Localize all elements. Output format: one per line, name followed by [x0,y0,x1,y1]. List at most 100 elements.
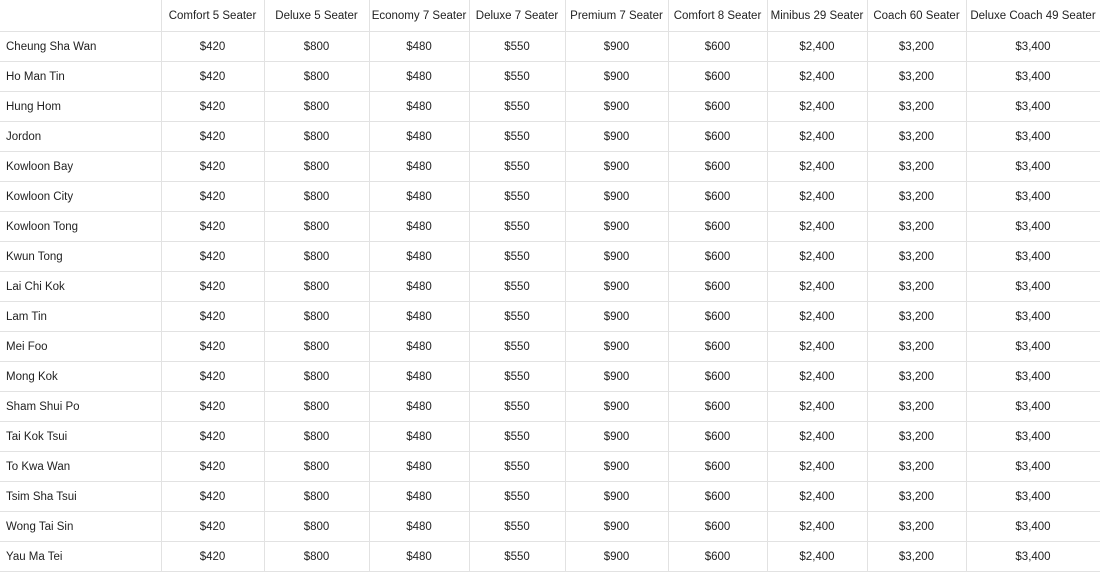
price-cell: $3,400 [965,511,1100,542]
row-name: Mong Kok [0,361,162,392]
row-name: Yau Ma Tei [0,541,162,572]
price-cell: $3,200 [866,121,967,152]
price-cell: $550 [468,511,566,542]
column-header: Premium 7 Seater [564,0,669,32]
price-cell: $3,400 [965,121,1100,152]
row-name: Kowloon Tong [0,211,162,242]
price-cell: $2,400 [766,151,868,182]
price-cell: $480 [368,211,470,242]
price-cell: $2,400 [766,271,868,302]
row-name: Cheung Sha Wan [0,31,162,62]
price-cell: $2,400 [766,31,868,62]
price-cell: $550 [468,541,566,572]
price-cell: $420 [160,31,265,62]
price-cell: $800 [263,391,370,422]
price-cell: $3,400 [965,211,1100,242]
price-cell: $420 [160,121,265,152]
price-cell: $550 [468,211,566,242]
column-header: Minibus 29 Seater [766,0,868,32]
price-cell: $2,400 [766,361,868,392]
table-row: Mei Foo $420 $800 $480 $550 $900 $600 $2,400 $3,… [0,331,1100,362]
price-cell: $3,400 [965,301,1100,332]
price-cell: $2,400 [766,481,868,512]
table-row: Hung Hom $420 $800 $480 $550 $900 $600 $2,400 $3… [0,91,1100,122]
price-cell: $3,400 [965,421,1100,452]
price-cell: $900 [564,271,669,302]
price-cell: $3,400 [965,31,1100,62]
table-row: Lai Chi Kok $420 $800 $480 $550 $900 $600 $2,40… [0,271,1100,302]
price-cell: $3,400 [965,241,1100,272]
price-cell: $420 [160,391,265,422]
price-cell: $3,200 [866,481,967,512]
price-cell: $2,400 [766,511,868,542]
price-cell: $600 [667,301,768,332]
price-cell: $480 [368,241,470,272]
table-row: Wong Tai Sin $420 $800 $480 $550 $900 $600 $2,4… [0,511,1100,542]
price-cell: $550 [468,271,566,302]
table-row: Ho Man Tin $420 $800 $480 $550 $900 $600 $2,400… [0,61,1100,92]
price-cell: $3,400 [965,451,1100,482]
price-cell: $480 [368,451,470,482]
table-row: Kowloon Tong $420 $800 $480 $550 $900 $600 $2,4… [0,211,1100,242]
price-cell: $900 [564,211,669,242]
price-cell: $800 [263,541,370,572]
column-header: Comfort 8 Seater [667,0,768,32]
price-cell: $3,400 [965,151,1100,182]
price-cell: $2,400 [766,421,868,452]
price-cell: $420 [160,151,265,182]
table-row: Lam Tin $420 $800 $480 $550 $900 $600 $2,400 $3,… [0,301,1100,332]
price-cell: $420 [160,271,265,302]
row-name: Lai Chi Kok [0,271,162,302]
price-cell: $550 [468,451,566,482]
price-cell: $420 [160,301,265,332]
table-row: Mong Kok $420 $800 $480 $550 $900 $600 $2,400 $3… [0,361,1100,392]
price-cell: $900 [564,121,669,152]
table-body: Cheung Sha Wan $420 $800 $480 $550 $900 $600 $2… [0,31,1100,572]
price-cell: $3,200 [866,31,967,62]
column-header: Deluxe 7 Seater [468,0,566,32]
price-cell: $600 [667,331,768,362]
price-cell: $2,400 [766,391,868,422]
price-cell: $480 [368,151,470,182]
price-cell: $550 [468,481,566,512]
price-cell: $800 [263,61,370,92]
table-row: Kwun Tong $420 $800 $480 $550 $900 $600 $2,400 $… [0,241,1100,272]
price-cell: $600 [667,241,768,272]
price-cell: $800 [263,301,370,332]
price-cell: $900 [564,331,669,362]
price-cell: $600 [667,421,768,452]
price-cell: $600 [667,91,768,122]
price-cell: $3,200 [866,331,967,362]
row-name: Jordon [0,121,162,152]
price-cell: $900 [564,421,669,452]
row-name: Ho Man Tin [0,61,162,92]
price-cell: $600 [667,451,768,482]
price-cell: $3,400 [965,271,1100,302]
column-header: Deluxe 5 Seater [263,0,370,32]
price-cell: $2,400 [766,241,868,272]
price-cell: $600 [667,61,768,92]
price-cell: $900 [564,361,669,392]
table-row: Sham Shui Po $420 $800 $480 $550 $900 $600 $2,4… [0,391,1100,422]
price-cell: $420 [160,91,265,122]
price-cell: $550 [468,31,566,62]
price-cell: $2,400 [766,91,868,122]
price-cell: $480 [368,331,470,362]
column-header: Economy 7 Seater [368,0,470,32]
row-name: Tai Kok Tsui [0,421,162,452]
price-cell: $420 [160,241,265,272]
row-name: Kowloon City [0,181,162,212]
table-row: Tsim Sha Tsui $420 $800 $480 $550 $900 $600 $2,… [0,481,1100,512]
price-cell: $3,400 [965,391,1100,422]
price-cell: $420 [160,451,265,482]
price-cell: $420 [160,331,265,362]
price-cell: $600 [667,151,768,182]
price-cell: $2,400 [766,211,868,242]
row-name: Kowloon Bay [0,151,162,182]
price-cell: $800 [263,91,370,122]
table-row: Tai Kok Tsui $420 $800 $480 $550 $900 $600 $2,4… [0,421,1100,452]
price-cell: $600 [667,211,768,242]
table-row: Cheung Sha Wan $420 $800 $480 $550 $900 $600 $2… [0,31,1100,62]
row-name: Wong Tai Sin [0,511,162,542]
